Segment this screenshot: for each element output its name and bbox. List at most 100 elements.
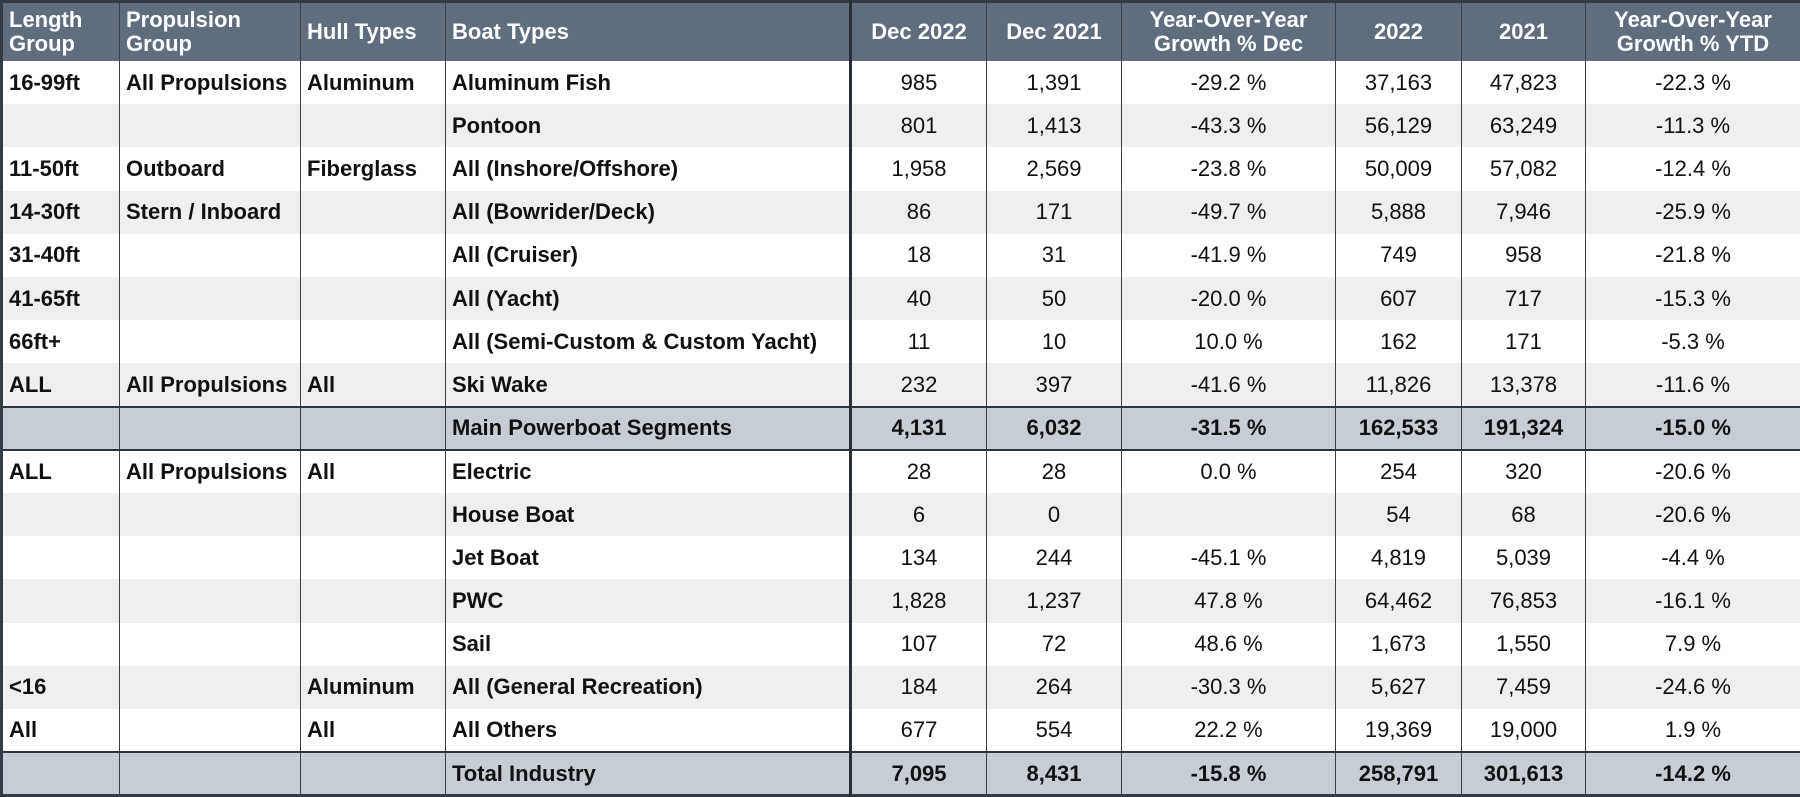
cell-dec-2021: 1,237 (986, 579, 1122, 623)
cell-dec-2022: 4,131 (849, 405, 987, 451)
cell-yoy-growth-ytd: -20.6 % (1585, 449, 1800, 494)
cell-dec-2021: 28 (986, 449, 1122, 494)
table-row: <16 Aluminum All (General Recreation) 184 26… (1, 665, 1800, 710)
cell-dec-2021: 72 (986, 622, 1122, 666)
cell-yoy-growth-dec: -29.2 % (1121, 61, 1336, 105)
cell-ytd-2021: 1,550 (1461, 622, 1586, 666)
cell-ytd-2021: 19,000 (1461, 709, 1586, 753)
cell-yoy-growth-dec: -31.5 % (1121, 405, 1336, 451)
cell-yoy-growth-ytd: -15.3 % (1585, 277, 1800, 321)
cell-dec-2022: 1,828 (849, 579, 987, 623)
summary-row: Main Powerboat Segments 4,131 6,032 -31.5 %… (1, 405, 1800, 451)
cell-dec-2022: 985 (849, 61, 987, 105)
cell-dec-2021: 10 (986, 320, 1122, 364)
cell-length-group (1, 579, 120, 623)
cell-length-group (1, 751, 120, 797)
header-row: Length Group Propulsion Group Hull Types B… (1, 1, 1800, 61)
cell-boat-type: Aluminum Fish (445, 61, 852, 105)
cell-ytd-2021: 7,459 (1461, 665, 1586, 710)
cell-hull-type: All (300, 363, 446, 407)
cell-yoy-growth-ytd: 1.9 % (1585, 709, 1800, 753)
cell-boat-type: House Boat (445, 493, 852, 537)
cell-ytd-2022: 54 (1335, 493, 1462, 537)
table-row: 16-99ft All Propulsions Aluminum Aluminum F… (1, 61, 1800, 105)
col-header-hull-types: Hull Types (300, 1, 446, 61)
cell-boat-type: Total Industry (445, 751, 852, 797)
cell-dec-2022: 1,958 (849, 147, 987, 191)
col-header-2021: 2021 (1461, 1, 1586, 61)
cell-dec-2021: 8,431 (986, 751, 1122, 797)
cell-propulsion-group (119, 536, 301, 580)
cell-ytd-2022: 50,009 (1335, 147, 1462, 191)
cell-dec-2022: 40 (849, 277, 987, 321)
cell-boat-type: All (Cruiser) (445, 233, 852, 278)
cell-dec-2022: 7,095 (849, 751, 987, 797)
cell-hull-type (300, 277, 446, 321)
cell-boat-type: All (General Recreation) (445, 665, 852, 710)
cell-yoy-growth-ytd: -5.3 % (1585, 320, 1800, 364)
cell-ytd-2021: 47,823 (1461, 61, 1586, 105)
cell-ytd-2021: 68 (1461, 493, 1586, 537)
cell-yoy-growth-ytd: -24.6 % (1585, 665, 1800, 710)
cell-yoy-growth-ytd: -15.0 % (1585, 405, 1800, 451)
cell-dec-2021: 264 (986, 665, 1122, 710)
cell-ytd-2022: 19,369 (1335, 709, 1462, 753)
cell-length-group: 14-30ft (1, 190, 120, 234)
table-row: House Boat 6 0 54 68 -20.6 % (1, 493, 1800, 537)
table-row: 14-30ft Stern / Inboard All (Bowrider/Deck… (1, 190, 1800, 234)
table-row: Jet Boat 134 244 -45.1 % 4,819 5,039 -4.4 % (1, 536, 1800, 580)
cell-hull-type (300, 579, 446, 623)
cell-yoy-growth-ytd: -21.8 % (1585, 233, 1800, 278)
cell-ytd-2021: 171 (1461, 320, 1586, 364)
cell-ytd-2022: 162,533 (1335, 405, 1462, 451)
cell-dec-2021: 6,032 (986, 405, 1122, 451)
col-header-dec-2022: Dec 2022 (849, 1, 987, 61)
cell-length-group: 31-40ft (1, 233, 120, 278)
table-body: 16-99ft All Propulsions Aluminum Aluminum F… (1, 61, 1800, 797)
cell-yoy-growth-dec: -23.8 % (1121, 147, 1336, 191)
col-header-dec-2021: Dec 2021 (986, 1, 1122, 61)
cell-propulsion-group (119, 104, 301, 148)
cell-yoy-growth-dec: -30.3 % (1121, 665, 1336, 710)
cell-length-group: ALL (1, 449, 120, 494)
table-row: Sail 107 72 48.6 % 1,673 1,550 7.9 % (1, 622, 1800, 666)
cell-hull-type (300, 622, 446, 666)
cell-yoy-growth-dec: -20.0 % (1121, 277, 1336, 321)
cell-ytd-2022: 607 (1335, 277, 1462, 321)
cell-dec-2021: 2,569 (986, 147, 1122, 191)
cell-hull-type (300, 493, 446, 537)
cell-yoy-growth-dec: -41.6 % (1121, 363, 1336, 407)
cell-yoy-growth-dec: 22.2 % (1121, 709, 1336, 753)
cell-propulsion-group (119, 233, 301, 278)
cell-ytd-2021: 301,613 (1461, 751, 1586, 797)
cell-length-group: 66ft+ (1, 320, 120, 364)
table-row: All All All Others 677 554 22.2 % 19,369 19,000… (1, 709, 1800, 753)
cell-yoy-growth-ytd: -16.1 % (1585, 579, 1800, 623)
table-row: Pontoon 801 1,413 -43.3 % 56,129 63,249 -11.3 … (1, 104, 1800, 148)
cell-hull-type (300, 190, 446, 234)
cell-yoy-growth-dec: -43.3 % (1121, 104, 1336, 148)
col-header-yoy-growth-ytd: Year-Over-Year Growth % YTD (1585, 1, 1800, 61)
table-row: 11-50ft Outboard Fiberglass All (Inshore/Of… (1, 147, 1800, 191)
cell-dec-2021: 244 (986, 536, 1122, 580)
cell-hull-type: Aluminum (300, 665, 446, 710)
cell-ytd-2022: 64,462 (1335, 579, 1462, 623)
cell-propulsion-group (119, 277, 301, 321)
cell-hull-type: All (300, 709, 446, 753)
cell-ytd-2021: 57,082 (1461, 147, 1586, 191)
cell-ytd-2021: 191,324 (1461, 405, 1586, 451)
cell-ytd-2022: 5,888 (1335, 190, 1462, 234)
cell-boat-type: All (Semi-Custom & Custom Yacht) (445, 320, 852, 364)
cell-ytd-2022: 749 (1335, 233, 1462, 278)
cell-ytd-2022: 4,819 (1335, 536, 1462, 580)
summary-row: Total Industry 7,095 8,431 -15.8 % 258,791 30… (1, 751, 1800, 797)
cell-yoy-growth-ytd: -25.9 % (1585, 190, 1800, 234)
cell-boat-type: Electric (445, 449, 852, 494)
cell-ytd-2022: 162 (1335, 320, 1462, 364)
cell-boat-type: All (Inshore/Offshore) (445, 147, 852, 191)
table-row: ALL All Propulsions All Ski Wake 232 397 -41.6… (1, 363, 1800, 407)
cell-dec-2022: 18 (849, 233, 987, 278)
cell-boat-type: Ski Wake (445, 363, 852, 407)
cell-ytd-2022: 56,129 (1335, 104, 1462, 148)
cell-boat-type: All (Bowrider/Deck) (445, 190, 852, 234)
